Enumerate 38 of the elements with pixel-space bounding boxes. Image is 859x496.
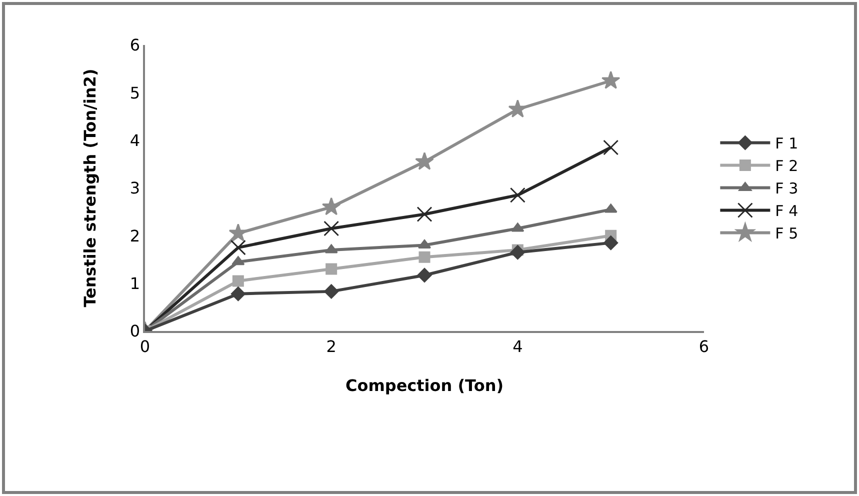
y-tick-label: 4: [130, 130, 140, 150]
legend-label: F 2: [775, 157, 798, 176]
point: [322, 197, 341, 216]
y-tick-label: 6: [130, 36, 140, 55]
y-tick-label: 2: [130, 226, 140, 246]
legend-label: F 5: [775, 224, 798, 243]
y-tick-label: 0: [130, 322, 140, 341]
point: [510, 245, 525, 260]
legend-label: F 1: [775, 134, 798, 153]
y-tick-label: 5: [130, 83, 140, 102]
point: [415, 152, 434, 170]
y-tick-label: 3: [130, 178, 140, 198]
x-tick-label: 6: [698, 336, 710, 356]
point: [604, 204, 618, 213]
point: [232, 256, 245, 266]
point: [417, 268, 432, 282]
point: [232, 275, 244, 287]
y-tick-label: 1: [130, 274, 140, 293]
point: [418, 251, 430, 263]
point: [604, 236, 618, 250]
point: [510, 187, 526, 203]
point: [511, 222, 524, 232]
point: [326, 263, 338, 275]
point: [601, 70, 620, 89]
y-axis-title: Tenstile strength (Ton/in2): [80, 68, 100, 308]
x-tick-label: 2: [326, 336, 336, 356]
point: [230, 240, 246, 256]
x-tick-label: 4: [512, 336, 523, 356]
point: [228, 223, 248, 242]
point: [416, 206, 432, 222]
legend-label: F 3: [775, 180, 798, 198]
point: [230, 286, 246, 302]
x-axis-title: Compection (Ton): [345, 376, 504, 396]
legend-label: F 4: [775, 202, 798, 220]
point: [324, 244, 338, 254]
point: [603, 140, 619, 156]
point: [324, 284, 339, 299]
point: [324, 220, 340, 236]
